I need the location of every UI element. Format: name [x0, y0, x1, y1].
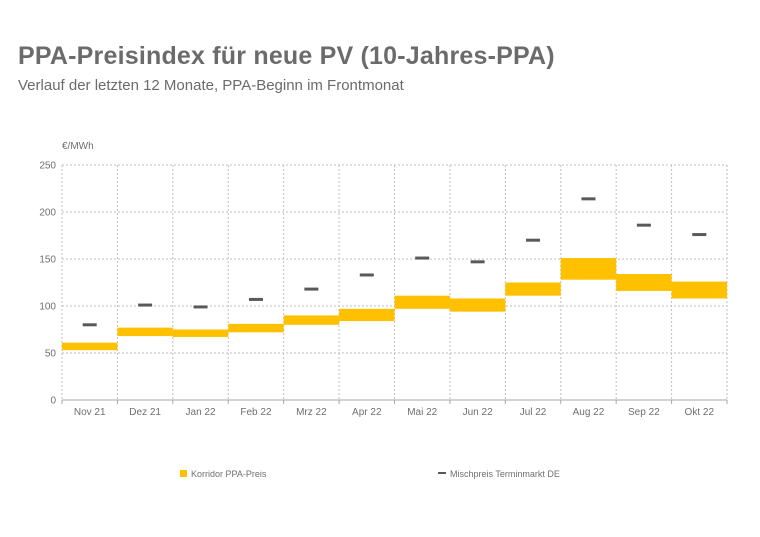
legend-swatch-terminmarkt	[438, 472, 446, 474]
terminmarkt-marker	[470, 260, 485, 264]
terminmarkt-marker	[248, 297, 263, 301]
terminmarkt-marker	[636, 223, 651, 227]
y-tick-label: 250	[39, 161, 56, 172]
corridor-bar	[394, 295, 450, 309]
corridor-bar	[62, 342, 118, 351]
x-tick-label: Dez 21	[129, 407, 161, 418]
x-tick-label: Jan 22	[186, 407, 216, 418]
terminmarkt-marker	[526, 238, 541, 242]
y-tick-label: 50	[45, 349, 57, 360]
y-axis-label: €/MWh	[62, 141, 94, 152]
x-tick-label: Aug 22	[573, 407, 605, 418]
terminmarkt-marker	[193, 305, 208, 309]
terminmarkt-markers	[82, 197, 707, 327]
y-tick-label: 0	[50, 396, 56, 407]
terminmarkt-marker	[581, 197, 596, 201]
corridor-bar	[671, 281, 727, 299]
y-tick-label: 200	[39, 208, 56, 219]
axes: 0 50 100 150 200 250 Nov 21 Dez 21 Jan 22 Feb 22 M…	[39, 161, 728, 418]
x-tick-label: Nov 21	[74, 407, 106, 418]
x-tick-label: Okt 22	[685, 407, 715, 418]
terminmarkt-marker	[415, 256, 430, 260]
terminmarkt-marker	[82, 323, 97, 327]
chart-title: PPA-Preisindex für neue PV (10-Jahres-PP…	[18, 42, 555, 70]
corridor-bar	[283, 315, 340, 325]
terminmarkt-marker	[692, 233, 707, 237]
corridor-bars	[62, 258, 727, 351]
legend-swatch-korridor	[180, 470, 187, 477]
x-tick-label: Mai 22	[407, 407, 437, 418]
y-tick-label: 150	[39, 255, 56, 266]
legend-label-korridor: Korridor PPA-Preis	[191, 469, 267, 479]
corridor-bar	[449, 298, 506, 312]
corridor-bar	[117, 327, 173, 337]
x-tick-label: Jul 22	[520, 407, 547, 418]
x-tick-label: Mrz 22	[296, 407, 327, 418]
corridor-bar	[505, 282, 561, 296]
terminmarkt-marker	[359, 273, 374, 277]
legend-label-terminmarkt: Mischpreis Terminmarkt DE	[450, 469, 560, 479]
legend: Korridor PPA-Preis Mischpreis Terminmark…	[180, 469, 560, 479]
terminmarkt-marker	[138, 303, 153, 307]
corridor-bar	[616, 274, 672, 291]
corridor-bar	[560, 258, 617, 280]
x-tick-label: Apr 22	[352, 407, 382, 418]
corridor-bar	[172, 329, 229, 338]
terminmarkt-marker	[304, 287, 319, 291]
x-tick-label: Feb 22	[240, 407, 272, 418]
x-tick-label: Sep 22	[628, 407, 660, 418]
corridor-bar	[228, 323, 284, 333]
corridor-bar	[339, 308, 395, 322]
y-tick-label: 100	[39, 302, 56, 313]
chart-subtitle: Verlauf der letzten 12 Monate, PPA-Begin…	[18, 77, 404, 94]
x-tick-label: Jun 22	[463, 407, 493, 418]
